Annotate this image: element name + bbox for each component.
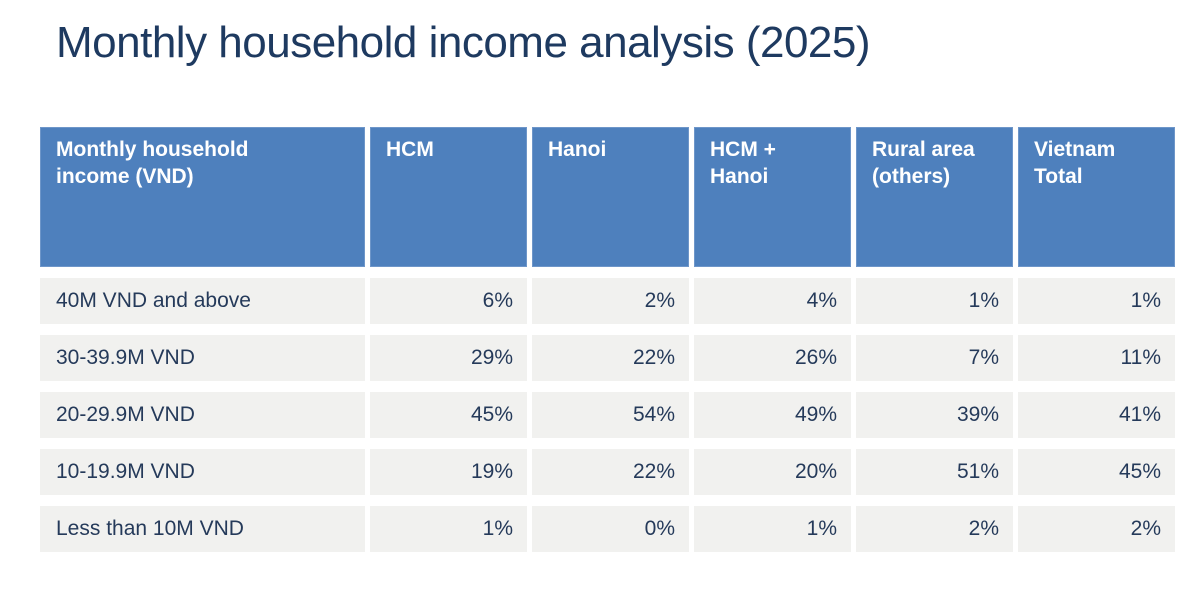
value-cell: 51% [856, 449, 1013, 495]
value-cell: 1% [1018, 278, 1175, 324]
value-cell: 26% [694, 335, 851, 381]
header-cell-rural-area: Rural area (others) [856, 127, 1013, 267]
value-cell: 45% [370, 392, 527, 438]
header-cell-hcm: HCM [370, 127, 527, 267]
header-label: HCM [386, 138, 434, 161]
header-label: Hanoi [548, 138, 607, 161]
value-cell: 1% [370, 506, 527, 552]
value-cell: 29% [370, 335, 527, 381]
value-cell: 54% [532, 392, 689, 438]
header-cell-vietnam-total: Vietnam Total [1018, 127, 1175, 267]
value-cell: 45% [1018, 449, 1175, 495]
value-cell: 4% [694, 278, 851, 324]
row-label-cell: Less than 10M VND [40, 506, 365, 552]
header-label: Rural area (others) [872, 138, 975, 188]
value-cell: 49% [694, 392, 851, 438]
value-cell: 2% [532, 278, 689, 324]
value-cell: 11% [1018, 335, 1175, 381]
header-label: Vietnam Total [1034, 138, 1116, 188]
value-cell: 20% [694, 449, 851, 495]
value-cell: 1% [856, 278, 1013, 324]
row-label-cell: 10-19.9M VND [40, 449, 365, 495]
row-label-cell: 40M VND and above [40, 278, 365, 324]
header-cell-income: Monthly household income (VND) [40, 127, 365, 267]
value-cell: 2% [856, 506, 1013, 552]
header-label: Monthly household income (VND) [56, 138, 249, 188]
value-cell: 39% [856, 392, 1013, 438]
header-label: HCM + Hanoi [710, 138, 776, 188]
row-label-cell: 30-39.9M VND [40, 335, 365, 381]
value-cell: 6% [370, 278, 527, 324]
value-cell: 2% [1018, 506, 1175, 552]
row-label-cell: 20-29.9M VND [40, 392, 365, 438]
income-table: Monthly household income (VND) HCM Hanoi… [40, 127, 1175, 552]
value-cell: 22% [532, 335, 689, 381]
value-cell: 1% [694, 506, 851, 552]
value-cell: 22% [532, 449, 689, 495]
page-title: Monthly household income analysis (2025) [56, 18, 871, 67]
value-cell: 41% [1018, 392, 1175, 438]
value-cell: 19% [370, 449, 527, 495]
header-cell-hanoi: Hanoi [532, 127, 689, 267]
value-cell: 7% [856, 335, 1013, 381]
value-cell: 0% [532, 506, 689, 552]
header-cell-hcm-hanoi: HCM + Hanoi [694, 127, 851, 267]
